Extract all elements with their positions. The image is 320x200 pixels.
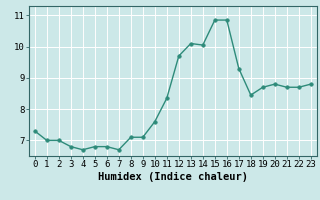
X-axis label: Humidex (Indice chaleur): Humidex (Indice chaleur): [98, 172, 248, 182]
